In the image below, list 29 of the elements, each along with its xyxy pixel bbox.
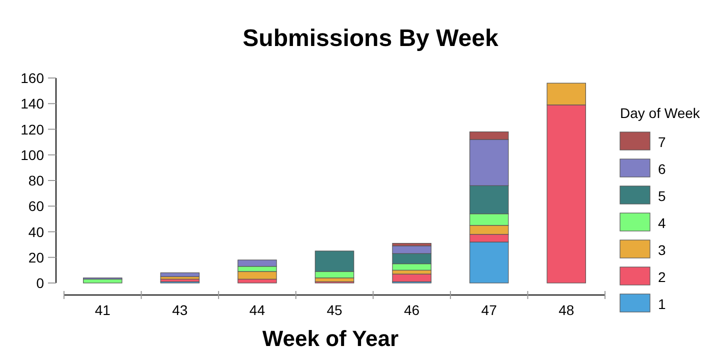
legend-label: 6 <box>658 161 666 177</box>
y-tick-label: 0 <box>36 275 44 291</box>
legend-label: 2 <box>658 269 666 285</box>
y-tick-label: 40 <box>28 224 44 240</box>
x-tick-label: 46 <box>404 302 420 318</box>
y-tick-label: 100 <box>20 146 44 163</box>
bar <box>83 278 122 284</box>
chart-title: Submissions By Week <box>242 25 499 52</box>
x-tick-label: 45 <box>326 302 342 318</box>
legend-label: 5 <box>658 188 666 204</box>
x-tick-label: 47 <box>481 302 498 318</box>
y-tick-label: 60 <box>28 198 44 214</box>
y-tick-label: 160 <box>20 70 44 86</box>
bar <box>160 272 200 277</box>
y-tick-label: 140 <box>20 96 44 112</box>
x-tick-label: 48 <box>558 302 574 318</box>
legend-label: 1 <box>658 296 666 312</box>
x-axis-title: Week of Year <box>262 326 400 350</box>
y-tick-label: 80 <box>28 172 44 188</box>
legend-label: 7 <box>658 134 666 150</box>
legend-label: 4 <box>658 215 666 231</box>
x-tick-label: 44 <box>249 302 266 318</box>
y-tick-label: 20 <box>28 249 44 266</box>
legend-title: Day of Week <box>620 105 701 121</box>
legend-label: 3 <box>658 242 666 258</box>
x-tick-label: 41 <box>94 302 111 318</box>
x-tick-label: 43 <box>172 302 188 318</box>
bar <box>392 274 432 282</box>
y-tick-label: 120 <box>20 121 44 138</box>
